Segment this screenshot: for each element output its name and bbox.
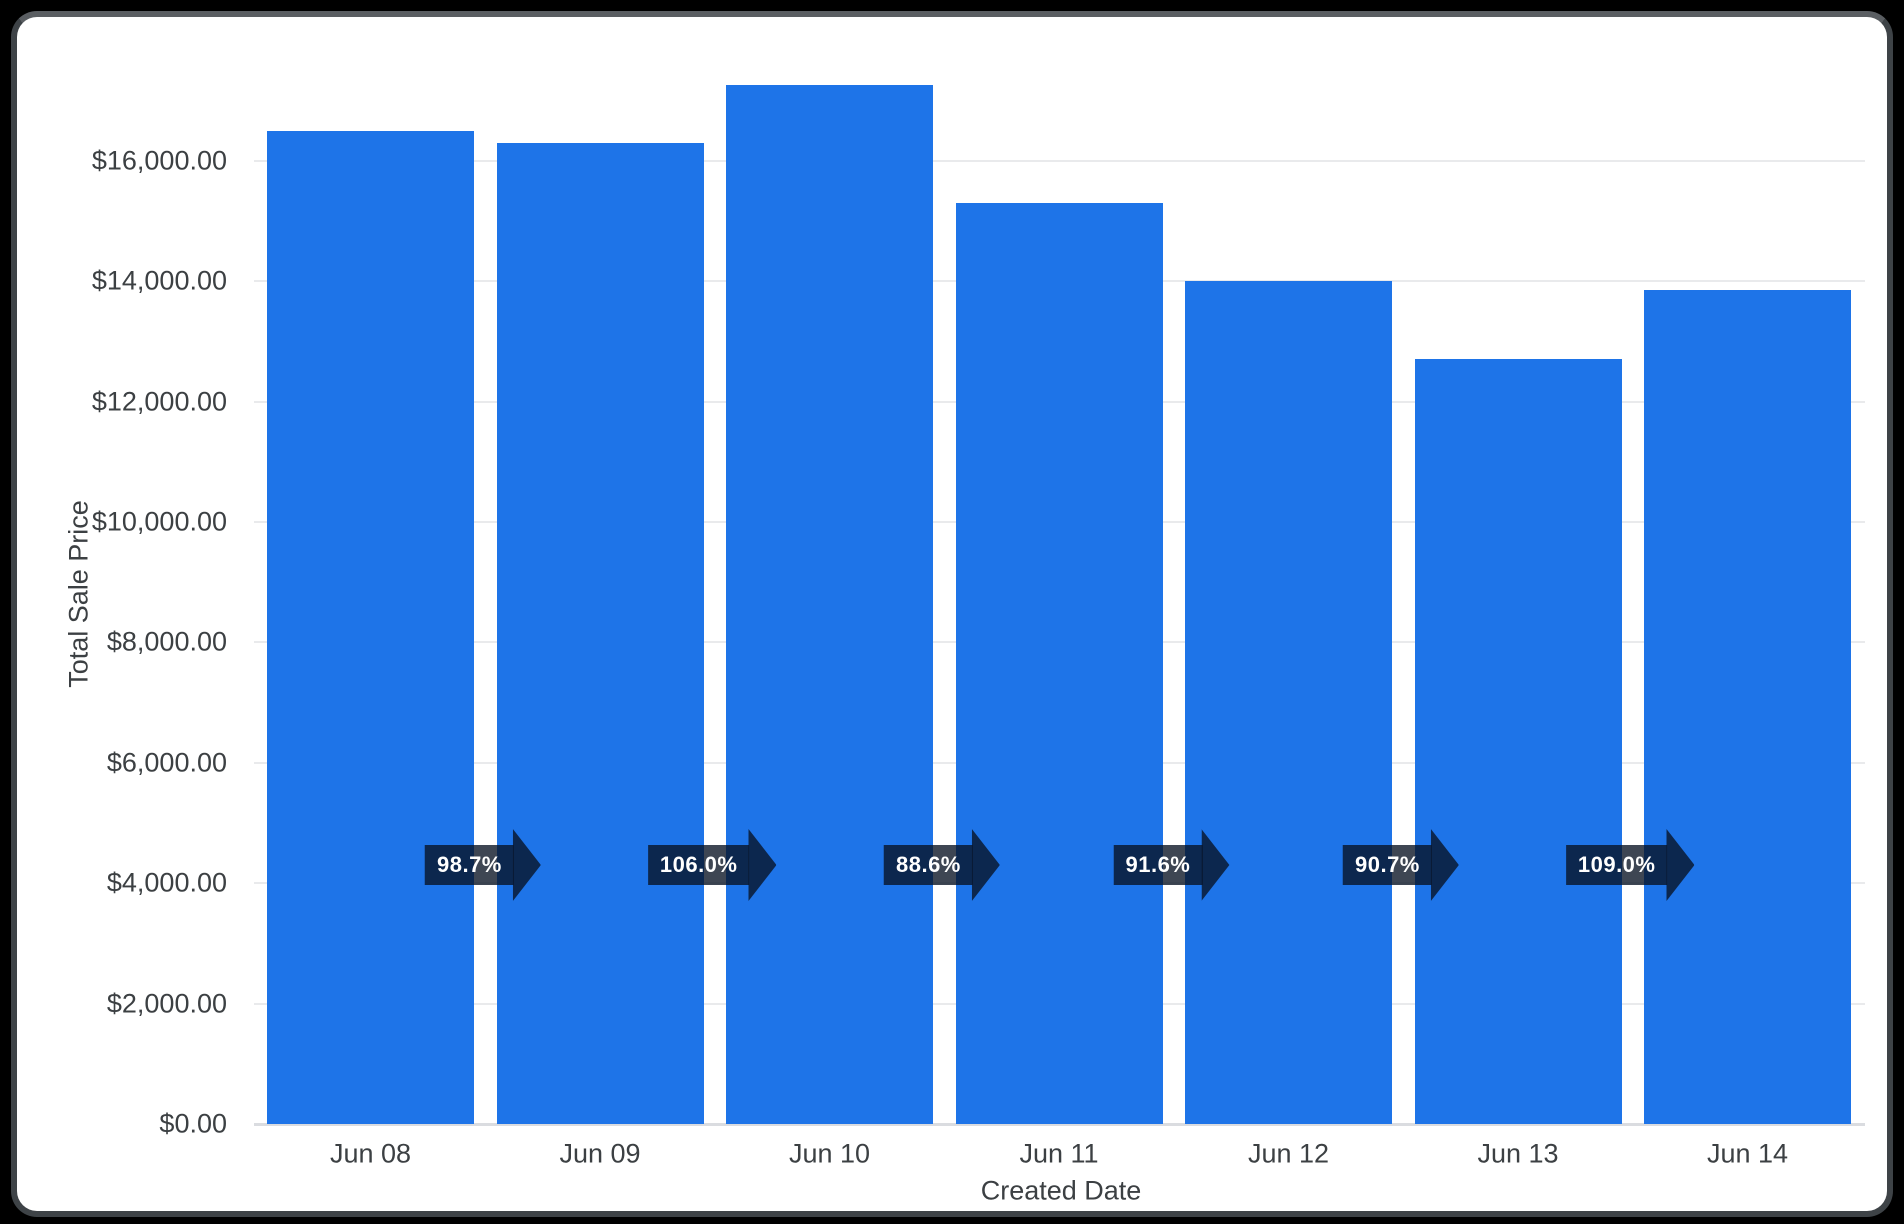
growth-badge-label: 90.7% [1342,845,1432,885]
bar-jun-09[interactable] [496,143,704,1124]
x-axis-tick-label: Jun 11 [1019,1138,1099,1169]
x-axis-tick-label: Jun 08 [329,1138,412,1169]
growth-badge-label: 88.6% [883,845,973,885]
arrow-right-icon [1430,829,1459,901]
x-axis-tick-label: Jun 13 [1477,1138,1559,1169]
arrow-right-icon [1201,829,1230,901]
x-axis-title: Created Date [980,1175,1142,1206]
gridline [254,159,1865,162]
chart-card: $0.00 $2,000.00 $4,000.00 $6,000.00 $8,000.0… [11,11,1893,1217]
bar-chart: $0.00 $2,000.00 $4,000.00 $6,000.00 $8,000.0… [17,17,1904,1224]
growth-badge-value: 91.6% [1125,852,1191,877]
growth-badge-value: 88.6% [895,852,961,877]
growth-badge: 88.6% [883,829,1000,901]
growth-badge: 90.7% [1342,829,1459,901]
bar-jun-11[interactable] [955,203,1163,1124]
x-axis-tick-label: Jun 14 [1706,1138,1789,1169]
x-axis-tick-label: Jun 09 [559,1138,641,1169]
x-axis-tick-label: Jun 10 [788,1138,871,1169]
arrow-right-icon [971,829,1000,901]
growth-badge-label: 98.7% [424,845,514,885]
y-axis-tick-label: $6,000.00 [106,747,227,778]
growth-badge-value: 90.7% [1354,852,1420,877]
x-axis-line [254,1123,1865,1126]
y-axis-tick-label: $12,000.00 [91,386,227,417]
y-axis-tick-label: $2,000.00 [106,988,227,1019]
growth-badge-label: 106.0% [647,845,750,885]
arrow-right-icon [748,829,777,901]
growth-badge-label: 91.6% [1113,845,1203,885]
bar-jun-13[interactable] [1414,358,1622,1124]
x-axis-tick-label: Jun 12 [1247,1138,1330,1169]
y-axis-title: Total Sale Price [63,500,94,688]
growth-badge: 91.6% [1113,829,1230,901]
y-axis-tick-label: $16,000.00 [91,145,227,176]
growth-badge-value: 109.0% [1577,852,1656,877]
growth-badge-label: 109.0% [1565,845,1668,885]
growth-badge-value: 106.0% [659,852,738,877]
growth-badge: 98.7% [424,829,541,901]
y-axis-tick-label: $8,000.00 [106,626,227,657]
growth-badge: 106.0% [647,829,777,901]
y-axis-tick-label: $0.00 [159,1108,227,1139]
growth-badge: 109.0% [1565,829,1695,901]
bar-jun-12[interactable] [1185,280,1392,1124]
bar-jun-08[interactable] [267,130,474,1124]
bar-jun-14[interactable] [1644,290,1851,1124]
y-axis-tick-label: $4,000.00 [106,867,227,898]
arrow-right-icon [512,829,541,901]
growth-badge-value: 98.7% [436,852,502,877]
y-axis-tick-label: $10,000.00 [91,506,227,537]
arrow-right-icon [1666,829,1695,901]
bar-jun-10[interactable] [726,84,933,1124]
y-axis-tick-label: $14,000.00 [91,265,227,296]
